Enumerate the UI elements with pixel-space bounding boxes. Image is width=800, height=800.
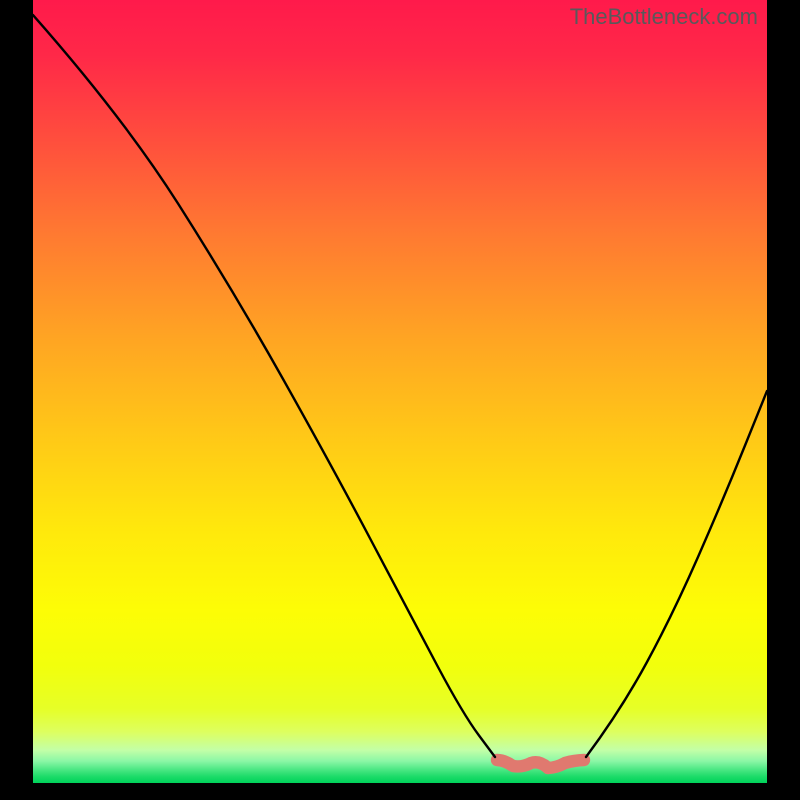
plot-area [33,0,767,783]
frame-border-right [767,0,800,800]
bottom-marker [497,760,584,768]
gradient-background [33,0,767,783]
chart-frame: TheBottleneck.com [0,0,800,800]
plot-svg [33,0,767,783]
watermark-text: TheBottleneck.com [570,4,758,30]
frame-border-bottom [0,783,800,800]
frame-border-left [0,0,33,800]
